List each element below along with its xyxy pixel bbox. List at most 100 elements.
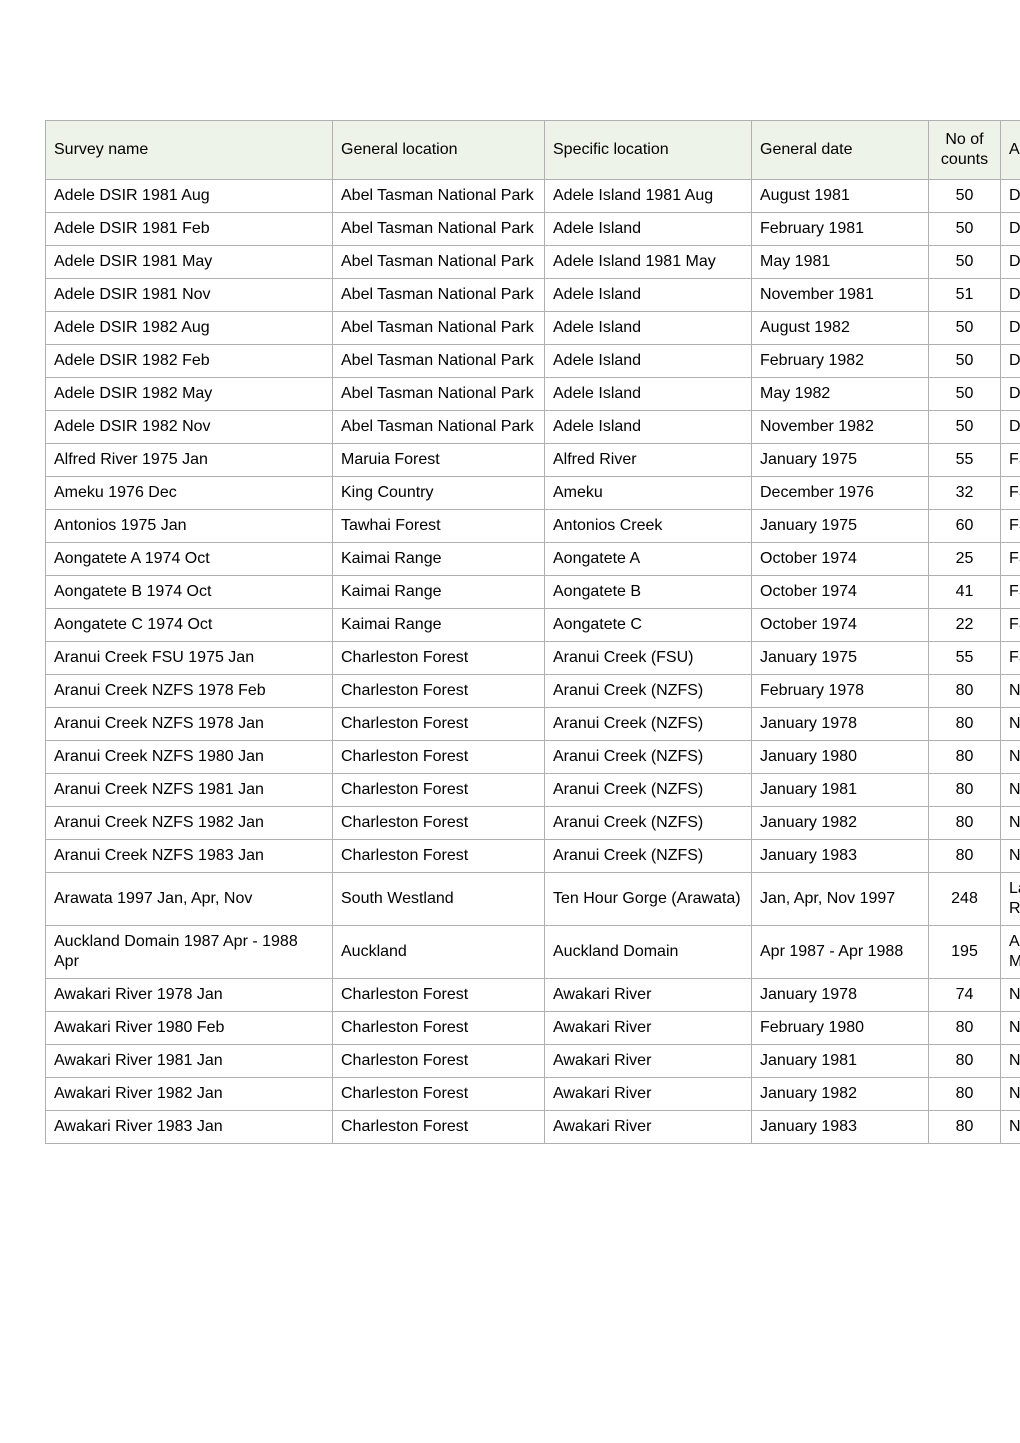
cell-agency: DSIR [1001, 213, 1020, 246]
cell-agency: DSIR [1001, 279, 1020, 312]
cell-no: 248 [929, 873, 1001, 926]
cell-agency: DSIR [1001, 312, 1020, 345]
table-row: Aongatete C 1974 OctKaimai RangeAongatet… [46, 609, 1020, 642]
cell-specific: Ameku [545, 477, 752, 510]
col-header-specific: Specific location [545, 121, 752, 180]
cell-date: January 1975 [752, 510, 929, 543]
header-row: Survey nameGeneral locationSpecific loca… [46, 121, 1020, 180]
cell-no: 50 [929, 213, 1001, 246]
col-header-agency: Agency [1001, 121, 1020, 180]
cell-date: January 1983 [752, 840, 929, 873]
cell-no: 22 [929, 609, 1001, 642]
cell-date: January 1981 [752, 774, 929, 807]
cell-survey: Alfred River 1975 Jan [46, 444, 333, 477]
cell-date: August 1981 [752, 180, 929, 213]
cell-general: King Country [333, 477, 545, 510]
cell-general: Charleston Forest [333, 1111, 545, 1144]
table-row: Awakari River 1982 JanCharleston ForestA… [46, 1078, 1020, 1111]
data-table: Survey nameGeneral locationSpecific loca… [45, 120, 1020, 1144]
cell-survey: Adele DSIR 1981 Aug [46, 180, 333, 213]
cell-specific: Ten Hour Gorge (Arawata) [545, 873, 752, 926]
cell-specific: Adele Island [545, 213, 752, 246]
cell-general: Abel Tasman National Park [333, 180, 545, 213]
table-row: Aranui Creek NZFS 1982 JanCharleston For… [46, 807, 1020, 840]
table-row: Ameku 1976 DecKing CountryAmekuDecember … [46, 477, 1020, 510]
cell-specific: Adele Island [545, 378, 752, 411]
cell-general: Abel Tasman National Park [333, 312, 545, 345]
cell-date: January 1978 [752, 708, 929, 741]
cell-agency: FSU [1001, 444, 1020, 477]
cell-agency: NZFS [1001, 741, 1020, 774]
table-row: Awakari River 1981 JanCharleston ForestA… [46, 1045, 1020, 1078]
cell-date: December 1976 [752, 477, 929, 510]
cell-date: October 1974 [752, 543, 929, 576]
cell-agency: FSU [1001, 510, 1020, 543]
cell-survey: Aongatete B 1974 Oct [46, 576, 333, 609]
cell-no: 80 [929, 774, 1001, 807]
cell-general: Charleston Forest [333, 1045, 545, 1078]
cell-survey: Awakari River 1978 Jan [46, 979, 333, 1012]
cell-date: Apr 1987 - Apr 1988 [752, 926, 929, 979]
cell-survey: Adele DSIR 1982 Feb [46, 345, 333, 378]
table-row: Adele DSIR 1982 NovAbel Tasman National … [46, 411, 1020, 444]
cell-specific: Adele Island 1981 Aug [545, 180, 752, 213]
col-header-survey: Survey name [46, 121, 333, 180]
cell-agency: NZFS [1001, 807, 1020, 840]
cell-specific: Aranui Creek (NZFS) [545, 741, 752, 774]
cell-date: February 1980 [752, 1012, 929, 1045]
cell-general: Tawhai Forest [333, 510, 545, 543]
cell-no: 80 [929, 1111, 1001, 1144]
table-row: Adele DSIR 1981 AugAbel Tasman National … [46, 180, 1020, 213]
cell-agency: NZFS [1001, 1045, 1020, 1078]
cell-general: Charleston Forest [333, 1078, 545, 1111]
cell-agency: NZFS [1001, 1111, 1020, 1144]
cell-specific: Aranui Creek (NZFS) [545, 774, 752, 807]
table-row: Aranui Creek NZFS 1978 JanCharleston For… [46, 708, 1020, 741]
page: Survey nameGeneral locationSpecific loca… [0, 0, 1020, 1204]
cell-general: Abel Tasman National Park [333, 411, 545, 444]
table-row: Adele DSIR 1981 MayAbel Tasman National … [46, 246, 1020, 279]
cell-survey: Awakari River 1983 Jan [46, 1111, 333, 1144]
cell-specific: Aranui Creek (NZFS) [545, 807, 752, 840]
cell-general: Abel Tasman National Park [333, 279, 545, 312]
cell-general: Kaimai Range [333, 543, 545, 576]
cell-specific: Awakari River [545, 1045, 752, 1078]
table-row: Aranui Creek NZFS 1981 JanCharleston For… [46, 774, 1020, 807]
table-row: Auckland Domain 1987 Apr - 1988 AprAuckl… [46, 926, 1020, 979]
cell-specific: Awakari River [545, 1012, 752, 1045]
cell-specific: Alfred River [545, 444, 752, 477]
cell-no: 55 [929, 444, 1001, 477]
cell-survey: Adele DSIR 1981 Feb [46, 213, 333, 246]
table-row: Aongatete A 1974 OctKaimai RangeAongatet… [46, 543, 1020, 576]
cell-agency: DSIR [1001, 378, 1020, 411]
table-row: Awakari River 1983 JanCharleston ForestA… [46, 1111, 1020, 1144]
cell-date: January 1980 [752, 741, 929, 774]
cell-specific: Awakari River [545, 979, 752, 1012]
cell-general: Abel Tasman National Park [333, 213, 545, 246]
cell-specific: Aranui Creek (FSU) [545, 642, 752, 675]
cell-specific: Awakari River [545, 1111, 752, 1144]
cell-no: 25 [929, 543, 1001, 576]
table-row: Awakari River 1980 FebCharleston ForestA… [46, 1012, 1020, 1045]
cell-specific: Adele Island 1981 May [545, 246, 752, 279]
cell-specific: Adele Island [545, 345, 752, 378]
cell-date: February 1981 [752, 213, 929, 246]
col-header-general: General location [333, 121, 545, 180]
cell-survey: Aranui Creek NZFS 1980 Jan [46, 741, 333, 774]
table-row: Adele DSIR 1981 NovAbel Tasman National … [46, 279, 1020, 312]
table-row: Adele DSIR 1982 AugAbel Tasman National … [46, 312, 1020, 345]
cell-survey: Adele DSIR 1982 Aug [46, 312, 333, 345]
cell-date: February 1978 [752, 675, 929, 708]
col-header-no: No of counts [929, 121, 1001, 180]
cell-survey: Adele DSIR 1982 May [46, 378, 333, 411]
cell-agency: FSU [1001, 477, 1020, 510]
table-row: Aranui Creek NZFS 1980 JanCharleston For… [46, 741, 1020, 774]
cell-specific: Aranui Creek (NZFS) [545, 708, 752, 741]
cell-agency: NZFS [1001, 708, 1020, 741]
cell-specific: Aongatete C [545, 609, 752, 642]
cell-survey: Aongatete A 1974 Oct [46, 543, 333, 576]
cell-no: 32 [929, 477, 1001, 510]
cell-survey: Aranui Creek NZFS 1978 Feb [46, 675, 333, 708]
table-row: Adele DSIR 1981 FebAbel Tasman National … [46, 213, 1020, 246]
table-body: Adele DSIR 1981 AugAbel Tasman National … [46, 180, 1020, 1144]
